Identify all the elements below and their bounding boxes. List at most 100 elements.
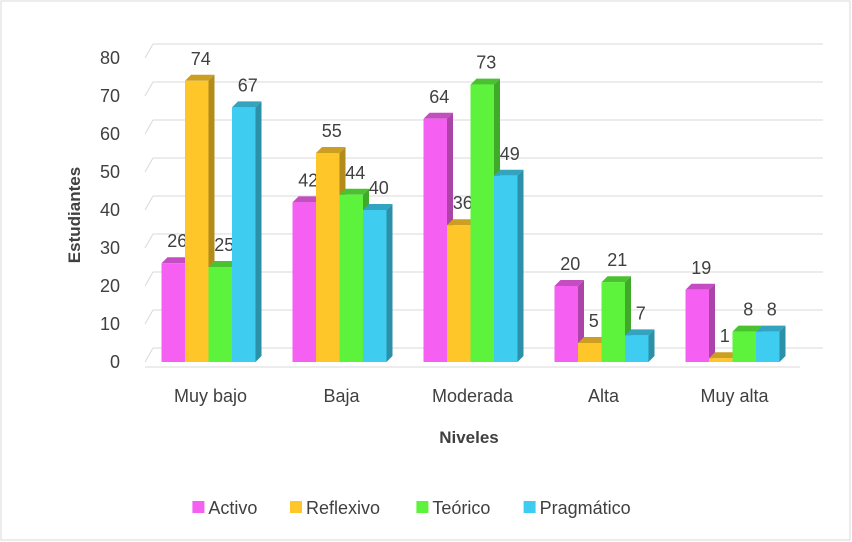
bar-top — [292, 196, 322, 203]
bar-top — [554, 280, 584, 286]
grid-line — [144, 309, 154, 325]
y-axis-label: Estudiantes — [65, 167, 84, 263]
legend-label: Activo — [208, 498, 257, 518]
bar — [756, 331, 780, 362]
bar — [554, 286, 578, 362]
grid-line — [144, 271, 154, 287]
y-tick-label: 70 — [100, 86, 120, 106]
bar — [208, 267, 232, 362]
legend-swatch — [192, 501, 205, 513]
y-tick-label: 50 — [100, 162, 120, 182]
data-label: 1 — [720, 326, 730, 346]
data-label: 40 — [369, 178, 389, 198]
data-label: 20 — [560, 254, 580, 274]
bar-top — [732, 325, 762, 332]
bar — [363, 210, 387, 362]
data-label: 25 — [214, 235, 234, 255]
bar-top — [494, 169, 524, 176]
y-tick-label: 30 — [100, 238, 120, 258]
bar-side — [709, 283, 715, 362]
bar-top — [601, 276, 631, 283]
bar-side — [779, 325, 786, 362]
bar-top — [161, 257, 191, 264]
bar-top — [339, 188, 369, 195]
x-tick-label: Alta — [588, 386, 620, 406]
bar-top — [363, 204, 393, 210]
grid-line — [144, 119, 154, 135]
bar-side — [517, 169, 524, 362]
bar — [685, 289, 709, 362]
y-tick-label: 10 — [100, 314, 120, 334]
bar-top — [423, 112, 453, 119]
bar-top — [316, 147, 346, 153]
data-label: 8 — [743, 300, 753, 320]
grid-line — [144, 157, 154, 173]
legend-swatch — [416, 501, 429, 513]
bar-top — [625, 329, 655, 336]
bar-top — [470, 78, 500, 85]
bar — [494, 175, 518, 362]
bar-top — [709, 352, 739, 359]
y-tick-label: 20 — [100, 276, 120, 296]
bar-top — [447, 219, 477, 226]
data-label: 19 — [691, 258, 711, 278]
y-tick-label: 60 — [100, 124, 120, 144]
data-label: 44 — [345, 163, 365, 183]
grid-line — [144, 233, 154, 249]
data-label: 36 — [453, 193, 473, 213]
data-label: 73 — [476, 53, 496, 73]
bar — [601, 282, 625, 362]
bar — [161, 263, 185, 362]
legend-swatch — [523, 501, 536, 513]
data-label: 5 — [589, 311, 599, 331]
bar-side — [255, 101, 262, 363]
bar — [732, 331, 756, 362]
bar-side — [648, 329, 655, 362]
data-label: 55 — [322, 121, 342, 141]
x-tick-label: Baja — [323, 386, 360, 406]
bar — [625, 335, 649, 362]
bar-top — [185, 74, 215, 81]
legend-swatch — [290, 501, 302, 513]
data-label: 21 — [607, 250, 627, 270]
data-label: 26 — [167, 231, 187, 251]
grid-line — [144, 81, 154, 97]
y-tick-label: 40 — [100, 200, 120, 220]
x-axis-label: Niveles — [439, 428, 499, 447]
bar-top — [208, 261, 238, 267]
data-label: 74 — [191, 49, 211, 69]
bar-side — [386, 204, 393, 362]
grid-line — [144, 347, 154, 363]
bar — [316, 153, 340, 362]
bar — [709, 358, 733, 362]
data-label: 67 — [238, 75, 258, 95]
legend-label: Teórico — [432, 498, 490, 518]
data-label: 42 — [298, 170, 318, 190]
legend-label: Pragmático — [540, 498, 631, 518]
bar — [447, 225, 471, 362]
bar — [339, 194, 363, 362]
data-label: 7 — [636, 303, 646, 323]
grid-line — [144, 195, 154, 211]
bar-top — [232, 101, 262, 108]
bar-top — [578, 337, 608, 343]
x-tick-label: Muy bajo — [174, 386, 247, 406]
bar-top — [756, 325, 786, 332]
bar — [232, 107, 256, 363]
bar-top — [685, 283, 715, 290]
y-tick-label: 80 — [100, 48, 120, 68]
x-tick-label: Muy alta — [700, 386, 769, 406]
x-tick-label: Moderada — [432, 386, 514, 406]
data-label: 8 — [767, 300, 777, 320]
bar — [423, 118, 447, 362]
bar — [578, 343, 602, 362]
data-label: 64 — [429, 87, 449, 107]
grid-line — [144, 43, 154, 59]
data-label: 49 — [500, 144, 520, 164]
bar — [185, 80, 209, 363]
legend-label: Reflexivo — [306, 498, 380, 518]
bar — [470, 84, 494, 362]
bar — [292, 202, 316, 362]
y-tick-label: 0 — [110, 352, 120, 372]
